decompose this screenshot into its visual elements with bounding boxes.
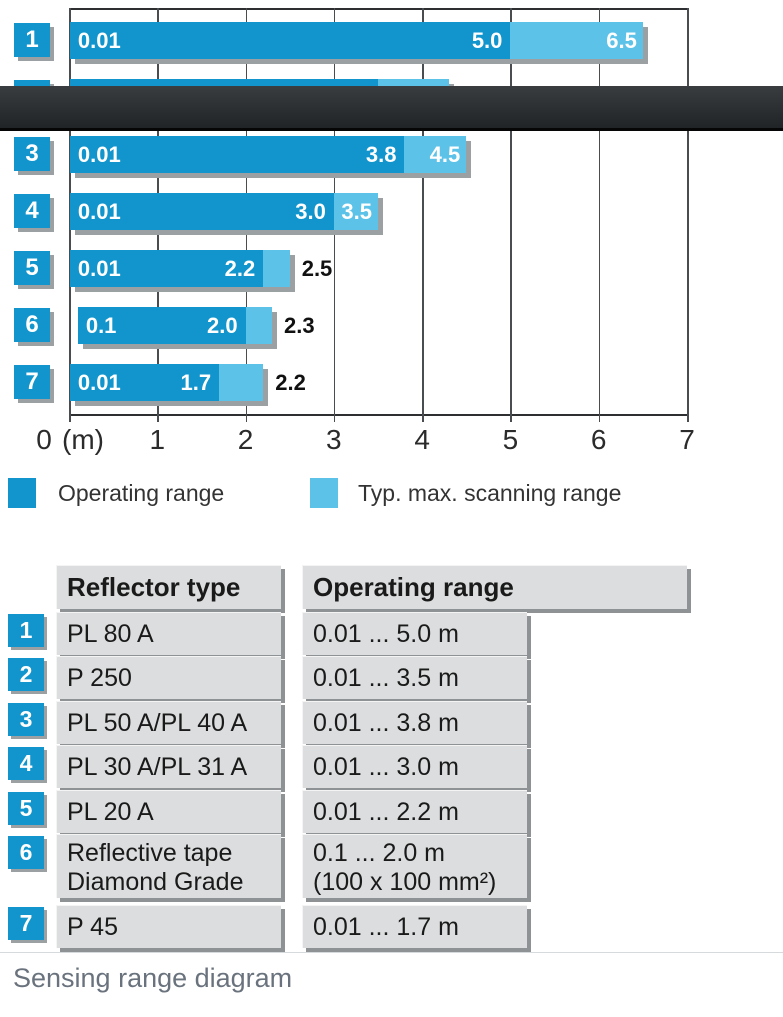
table-row-badge-5: 5 <box>8 792 44 825</box>
legend-swatch-operating-range <box>8 478 36 508</box>
table-cell-reflector-1: PL 80 A <box>56 612 281 655</box>
table-cell-reflector-7: P 45 <box>56 905 281 948</box>
bar-max-label-7: 2.2 <box>275 370 306 395</box>
axis-tick-label-5: 5 <box>502 424 519 455</box>
table-cell-reflector-2: P 250 <box>56 656 281 699</box>
axis-tick-label-3: 3 <box>326 424 342 455</box>
bar-operating-segment-1 <box>69 22 511 59</box>
bar-max-label-6: 2.3 <box>284 313 315 338</box>
axis-tick-1 <box>157 414 159 422</box>
bar-operating-label-1: 5.0 <box>471 28 503 53</box>
table-cell-reflector-4: PL 30 A/PL 31 A <box>56 745 281 788</box>
gridline-0 <box>69 8 71 414</box>
table-header-operating-range: Operating range <box>302 565 687 609</box>
table-cell-line-6-0: Reflective tape <box>67 839 233 867</box>
gridline-6 <box>598 8 601 414</box>
bar-operating-label-3: 3.8 <box>365 142 397 167</box>
bar-max-label-3: 4.5 <box>429 142 461 167</box>
bar-row-5: 0.01 2.2 <box>69 250 290 287</box>
bar-start-label-1: 0.01 <box>77 28 121 53</box>
bar-operating-label-5: 2.2 <box>224 256 256 281</box>
table-cell-range-4: 0.01 ... 3.0 m <box>302 745 527 788</box>
legend-label-scanning-range: Typ. max. scanning range <box>358 480 622 506</box>
axis-tick-2 <box>245 414 248 422</box>
table-row-badge-2: 2 <box>8 658 44 691</box>
axis-tick-label-7: 7 <box>679 424 695 455</box>
bar-operating-label-6: 2.0 <box>206 313 238 338</box>
axis-tick-5 <box>510 414 513 422</box>
chart-row-badge-7: 7 <box>14 365 50 399</box>
table-cell-line-6-0: 0.1 ... 2.0 m <box>313 839 446 867</box>
table-row-badge-4: 4 <box>8 747 44 780</box>
legend-label-operating-range: Operating range <box>58 480 225 506</box>
axis-tick-label-6: 6 <box>590 424 607 455</box>
gridline-5 <box>510 8 513 414</box>
table-row-badge-6: 6 <box>8 836 44 869</box>
chart-row-badge-6: 6 <box>14 308 50 342</box>
bar-start-label-7: 0.01 <box>77 370 121 395</box>
table-cell-range-1: 0.01 ... 5.0 m <box>302 612 527 655</box>
caption-divider <box>0 952 783 953</box>
axis-tick-3 <box>333 414 336 422</box>
table-row-badge-1: 1 <box>8 614 44 647</box>
bar-row-3: 0.01 3.8 4.5 <box>69 136 467 173</box>
legend-swatch-scanning-range <box>310 478 338 508</box>
gridline-7 <box>687 8 689 414</box>
axis-tick-label-1: 1 <box>149 424 166 455</box>
bar-row-1: 0.01 5.0 6.5 <box>69 22 643 59</box>
axis-zero-label: 0 <box>36 424 52 455</box>
axis-unit-label: (m) <box>62 424 104 455</box>
axis-tick-6 <box>598 414 601 422</box>
table-row-badge-3: 3 <box>8 703 44 736</box>
bar-max-label-1: 6.5 <box>606 28 637 53</box>
figure-caption: Sensing range diagram <box>13 963 293 993</box>
axis-tick-4 <box>422 414 424 422</box>
bar-start-label-5: 0.01 <box>77 256 121 281</box>
bar-row-4: 0.01 3.0 3.5 <box>69 193 378 230</box>
bar-operating-label-4: 3.0 <box>295 199 326 224</box>
table-row-badge-7: 7 <box>8 907 44 940</box>
table-cell-range-3: 0.01 ... 3.8 m <box>302 701 527 744</box>
table-header-reflector-type: Reflector type <box>56 565 281 609</box>
chart-top-frame <box>69 8 689 10</box>
bar-operating-segment-3 <box>69 136 405 173</box>
table-cell-reflector-5: PL 20 A <box>56 790 281 833</box>
chart-row-badge-3: 3 <box>14 137 50 171</box>
table-cell-reflector-6: Reflective tape Diamond Grade <box>56 834 281 898</box>
bar-operating-label-7: 1.7 <box>180 370 212 395</box>
bar-start-label-4: 0.01 <box>77 199 121 224</box>
table-cell-range-7: 0.01 ... 1.7 m <box>302 905 527 948</box>
axis-tick-label-4: 4 <box>414 424 430 455</box>
gridline-4 <box>422 8 424 414</box>
bar-operating-segment-4 <box>69 193 334 230</box>
table-cell-range-6: 0.1 ... 2.0 m (100 x 100 mm²) <box>302 834 527 898</box>
chart-row-badge-4: 4 <box>14 194 50 228</box>
table-cell-reflector-3: PL 50 A/PL 40 A <box>56 701 281 744</box>
bar-row-7: 0.01 1.7 <box>69 364 264 401</box>
table-cell-range-2: 0.01 ... 3.5 m <box>302 656 527 699</box>
bar-operating-segment-7 <box>69 364 220 401</box>
dark-overlay-band <box>0 86 783 131</box>
bar-max-label-4: 3.5 <box>341 199 372 224</box>
axis-tick-label-2: 2 <box>237 424 254 455</box>
bar-start-label-3: 0.01 <box>77 142 121 167</box>
chart-row-badge-1: 1 <box>14 23 50 57</box>
table-cell-range-5: 0.01 ... 2.2 m <box>302 790 527 833</box>
bar-operating-segment-6 <box>77 307 246 344</box>
axis-tick-7 <box>687 414 689 422</box>
chart-baseline <box>69 414 689 416</box>
bar-max-label-5: 2.5 <box>301 256 333 281</box>
chart-row-badge-5: 5 <box>14 251 50 285</box>
bar-start-label-6: 0.1 <box>85 313 117 338</box>
bar-operating-segment-5 <box>69 250 264 287</box>
axis-tick-0 <box>69 414 71 422</box>
bar-row-6: 0.1 2.0 <box>77 307 273 344</box>
table-cell-line-6-1: Diamond Grade <box>67 868 244 896</box>
table-cell-line-6-1: (100 x 100 mm²) <box>313 868 497 896</box>
